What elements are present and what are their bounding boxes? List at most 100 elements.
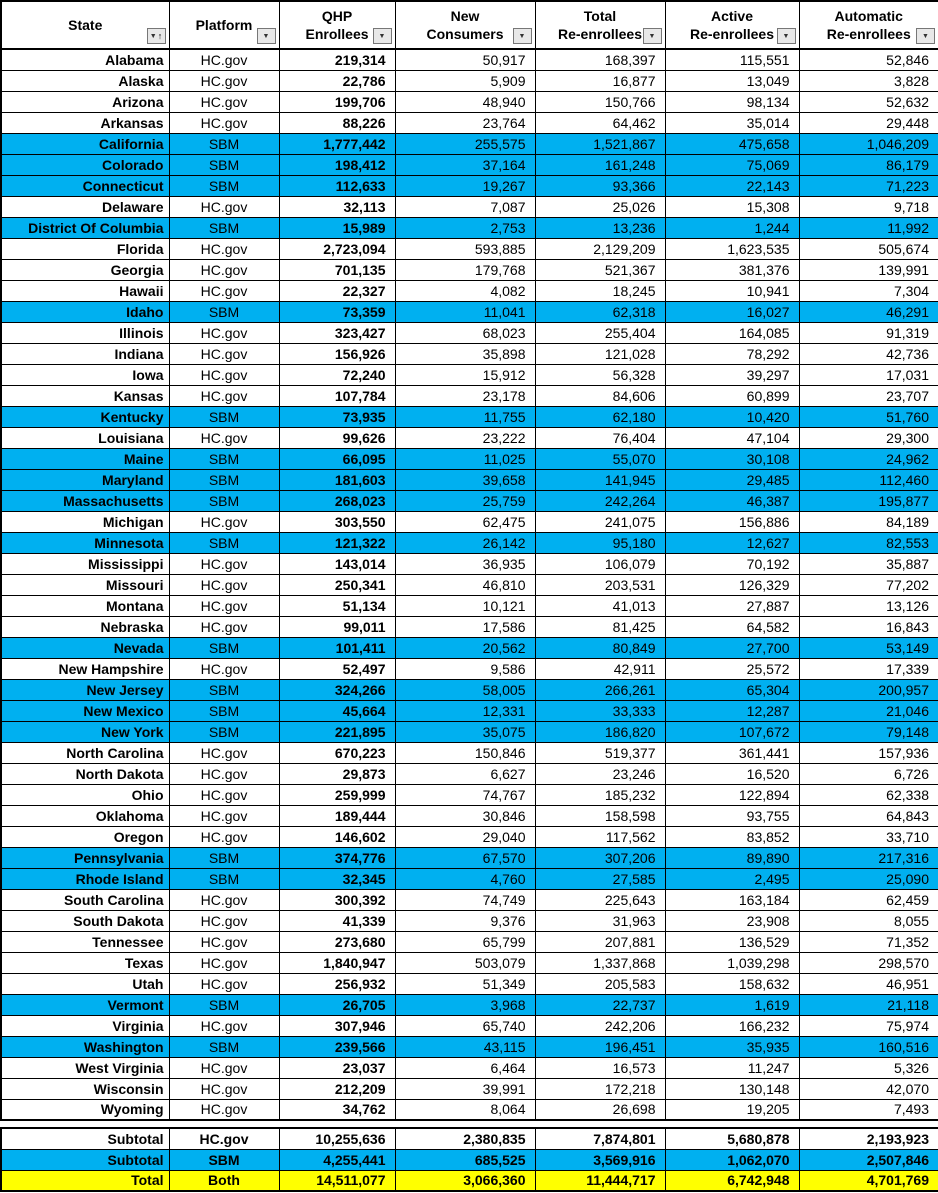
cell-new_consumers[interactable]: 43,115 bbox=[394, 1035, 536, 1058]
cell-state[interactable]: Utah bbox=[0, 972, 170, 995]
cell-state[interactable]: Illinois bbox=[0, 321, 170, 344]
cell-active_reenrollees[interactable]: 30,108 bbox=[664, 447, 800, 470]
cell-active_reenrollees[interactable]: 126,329 bbox=[664, 573, 800, 596]
cell-qhp[interactable]: 189,444 bbox=[278, 804, 396, 827]
column-header-state[interactable]: State ▼ ↑ bbox=[0, 0, 170, 50]
cell-qhp[interactable]: 4,255,441 bbox=[278, 1148, 396, 1171]
cell-qhp[interactable]: 156,926 bbox=[278, 342, 396, 365]
cell-qhp[interactable]: 300,392 bbox=[278, 888, 396, 911]
cell-automatic_reenrollees[interactable]: 25,090 bbox=[798, 867, 938, 890]
cell-total_reenrollees[interactable]: 185,232 bbox=[534, 783, 666, 806]
cell-state[interactable]: Connecticut bbox=[0, 174, 170, 197]
cell-new_consumers[interactable]: 35,898 bbox=[394, 342, 536, 365]
cell-qhp[interactable]: 324,266 bbox=[278, 678, 396, 701]
cell-active_reenrollees[interactable]: 19,205 bbox=[664, 1098, 800, 1121]
cell-total_reenrollees[interactable]: 16,573 bbox=[534, 1056, 666, 1079]
cell-active_reenrollees[interactable]: 75,069 bbox=[664, 153, 800, 176]
cell-automatic_reenrollees[interactable]: 112,460 bbox=[798, 468, 938, 491]
cell-new_consumers[interactable]: 30,846 bbox=[394, 804, 536, 827]
cell-new_consumers[interactable]: 29,040 bbox=[394, 825, 536, 848]
cell-state[interactable]: Maine bbox=[0, 447, 170, 470]
cell-automatic_reenrollees[interactable]: 217,316 bbox=[798, 846, 938, 869]
cell-platform[interactable]: SBM bbox=[168, 153, 280, 176]
cell-qhp[interactable]: 143,014 bbox=[278, 552, 396, 575]
cell-state[interactable]: Arizona bbox=[0, 90, 170, 113]
cell-new_consumers[interactable]: 23,222 bbox=[394, 426, 536, 449]
cell-new_consumers[interactable]: 12,331 bbox=[394, 699, 536, 722]
cell-new_consumers[interactable]: 6,464 bbox=[394, 1056, 536, 1079]
cell-platform[interactable]: SBM bbox=[168, 132, 280, 155]
cell-state[interactable]: Idaho bbox=[0, 300, 170, 323]
cell-state[interactable]: Texas bbox=[0, 951, 170, 974]
cell-platform[interactable]: HC.gov bbox=[168, 510, 280, 533]
sort-asc-filter-icon[interactable]: ▼ ↑ bbox=[146, 28, 166, 44]
cell-new_consumers[interactable]: 4,760 bbox=[394, 867, 536, 890]
cell-state[interactable]: West Virginia bbox=[0, 1056, 170, 1079]
cell-state[interactable]: Ohio bbox=[0, 783, 170, 806]
cell-total_reenrollees[interactable]: 106,079 bbox=[534, 552, 666, 575]
cell-active_reenrollees[interactable]: 136,529 bbox=[664, 930, 800, 953]
cell-automatic_reenrollees[interactable]: 13,126 bbox=[798, 594, 938, 617]
cell-automatic_reenrollees[interactable]: 33,710 bbox=[798, 825, 938, 848]
cell-automatic_reenrollees[interactable]: 75,974 bbox=[798, 1014, 938, 1037]
cell-state[interactable]: Subtotal bbox=[0, 1127, 170, 1150]
cell-qhp[interactable]: 22,786 bbox=[278, 69, 396, 92]
cell-platform[interactable]: SBM bbox=[168, 720, 280, 743]
cell-automatic_reenrollees[interactable]: 64,843 bbox=[798, 804, 938, 827]
cell-active_reenrollees[interactable]: 60,899 bbox=[664, 384, 800, 407]
cell-new_consumers[interactable]: 2,753 bbox=[394, 216, 536, 239]
cell-new_consumers[interactable]: 68,023 bbox=[394, 321, 536, 344]
cell-active_reenrollees[interactable]: 89,890 bbox=[664, 846, 800, 869]
cell-active_reenrollees[interactable]: 130,148 bbox=[664, 1077, 800, 1100]
cell-new_consumers[interactable]: 150,846 bbox=[394, 741, 536, 764]
cell-qhp[interactable]: 22,327 bbox=[278, 279, 396, 302]
cell-automatic_reenrollees[interactable]: 5,326 bbox=[798, 1056, 938, 1079]
column-header-platform[interactable]: Platform ▼ bbox=[168, 0, 280, 50]
cell-total_reenrollees[interactable]: 22,737 bbox=[534, 993, 666, 1016]
cell-total_reenrollees[interactable]: 266,261 bbox=[534, 678, 666, 701]
cell-active_reenrollees[interactable]: 93,755 bbox=[664, 804, 800, 827]
cell-automatic_reenrollees[interactable]: 157,936 bbox=[798, 741, 938, 764]
cell-qhp[interactable]: 146,602 bbox=[278, 825, 396, 848]
cell-active_reenrollees[interactable]: 1,062,070 bbox=[664, 1148, 800, 1171]
cell-total_reenrollees[interactable]: 62,318 bbox=[534, 300, 666, 323]
cell-total_reenrollees[interactable]: 196,451 bbox=[534, 1035, 666, 1058]
cell-platform[interactable]: SBM bbox=[168, 867, 280, 890]
cell-state[interactable]: Iowa bbox=[0, 363, 170, 386]
cell-qhp[interactable]: 181,603 bbox=[278, 468, 396, 491]
cell-new_consumers[interactable]: 36,935 bbox=[394, 552, 536, 575]
column-header-automatic_reenrollees[interactable]: Automatic Re-enrollees ▼ bbox=[798, 0, 938, 50]
cell-total_reenrollees[interactable]: 521,367 bbox=[534, 258, 666, 281]
cell-state[interactable]: Mississippi bbox=[0, 552, 170, 575]
cell-state[interactable]: South Carolina bbox=[0, 888, 170, 911]
cell-active_reenrollees[interactable]: 12,287 bbox=[664, 699, 800, 722]
cell-active_reenrollees[interactable]: 16,027 bbox=[664, 300, 800, 323]
cell-qhp[interactable]: 32,345 bbox=[278, 867, 396, 890]
cell-state[interactable]: North Dakota bbox=[0, 762, 170, 785]
cell-automatic_reenrollees[interactable]: 9,718 bbox=[798, 195, 938, 218]
cell-platform[interactable]: HC.gov bbox=[168, 615, 280, 638]
cell-qhp[interactable]: 112,633 bbox=[278, 174, 396, 197]
cell-platform[interactable]: HC.gov bbox=[168, 279, 280, 302]
column-header-total_reenrollees[interactable]: Total Re-enrollees ▼ bbox=[534, 0, 666, 50]
cell-platform[interactable]: SBM bbox=[168, 489, 280, 512]
cell-new_consumers[interactable]: 5,909 bbox=[394, 69, 536, 92]
cell-state[interactable]: Subtotal bbox=[0, 1148, 170, 1171]
cell-total_reenrollees[interactable]: 203,531 bbox=[534, 573, 666, 596]
cell-qhp[interactable]: 221,895 bbox=[278, 720, 396, 743]
cell-state[interactable]: Louisiana bbox=[0, 426, 170, 449]
cell-active_reenrollees[interactable]: 122,894 bbox=[664, 783, 800, 806]
cell-new_consumers[interactable]: 51,349 bbox=[394, 972, 536, 995]
cell-state[interactable]: Alabama bbox=[0, 48, 170, 71]
cell-active_reenrollees[interactable]: 361,441 bbox=[664, 741, 800, 764]
cell-platform[interactable]: HC.gov bbox=[168, 552, 280, 575]
cell-automatic_reenrollees[interactable]: 6,726 bbox=[798, 762, 938, 785]
cell-qhp[interactable]: 670,223 bbox=[278, 741, 396, 764]
cell-automatic_reenrollees[interactable]: 35,887 bbox=[798, 552, 938, 575]
cell-qhp[interactable]: 29,873 bbox=[278, 762, 396, 785]
cell-platform[interactable]: HC.gov bbox=[168, 195, 280, 218]
cell-total_reenrollees[interactable]: 76,404 bbox=[534, 426, 666, 449]
cell-qhp[interactable]: 199,706 bbox=[278, 90, 396, 113]
cell-state[interactable]: Minnesota bbox=[0, 531, 170, 554]
cell-automatic_reenrollees[interactable]: 62,338 bbox=[798, 783, 938, 806]
